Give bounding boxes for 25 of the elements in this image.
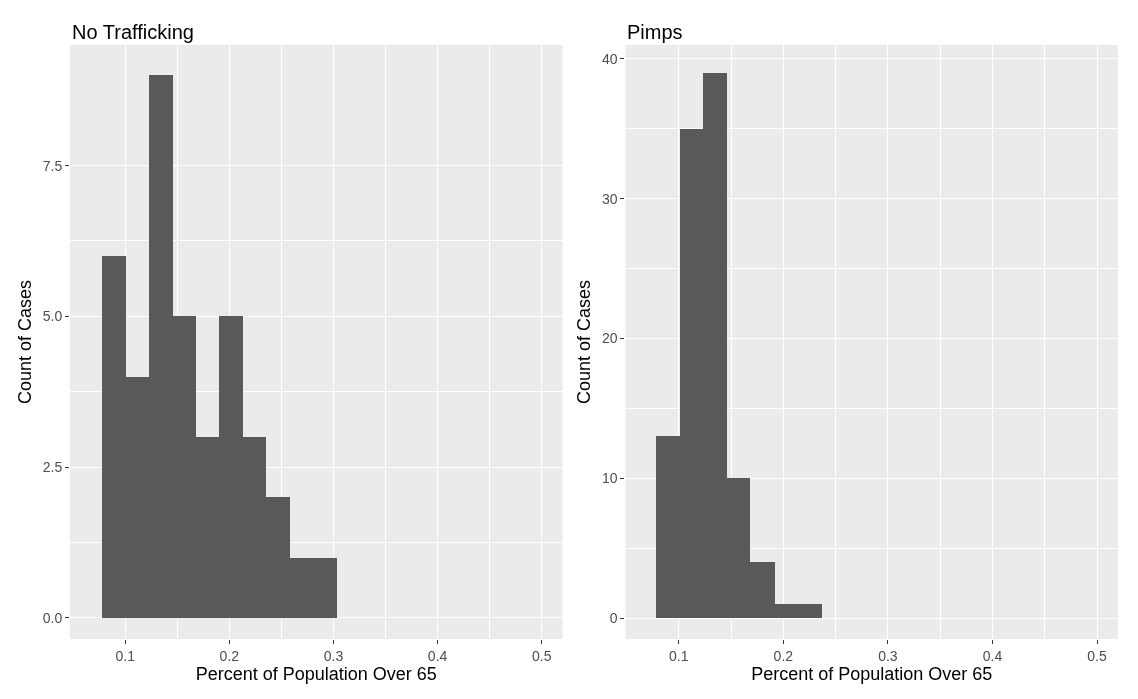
x-tick-label: 0.3 <box>323 647 344 664</box>
y-axis-title: Count of Cases <box>574 279 595 405</box>
y-tick-label: 5.0 <box>42 308 63 325</box>
y-tick-label: 2.5 <box>42 459 63 476</box>
chart-title: Pimps <box>627 21 683 43</box>
x-tick-label: 0.2 <box>773 647 794 664</box>
y-tick-label: 0 <box>609 609 618 626</box>
x-tick-label: 0.3 <box>878 647 898 664</box>
x-axis-title: Percent of Population Over 65 <box>751 663 993 684</box>
x-tick-label: 0.5 <box>532 647 552 664</box>
chart-title: No Trafficking <box>72 21 194 43</box>
y-tick-label: 40 <box>602 50 618 67</box>
x-tick-label: 0.2 <box>219 647 240 664</box>
y-tick-label: 20 <box>602 330 618 347</box>
y-tick-label: 7.5 <box>42 157 63 174</box>
x-tick-label: 0.4 <box>427 647 448 664</box>
x-tick-label: 0.1 <box>669 647 689 664</box>
x-axis-title: Percent of Population Over 65 <box>195 663 437 684</box>
y-tick-label: 30 <box>602 190 618 207</box>
x-tick-label: 0.1 <box>115 647 136 664</box>
x-tick-label: 0.5 <box>1087 647 1108 664</box>
x-tick-label: 0.4 <box>982 647 1003 664</box>
y-tick-label: 0.0 <box>42 609 63 626</box>
y-tick-label: 10 <box>602 470 618 487</box>
y-axis-title: Count of Cases <box>14 279 35 405</box>
